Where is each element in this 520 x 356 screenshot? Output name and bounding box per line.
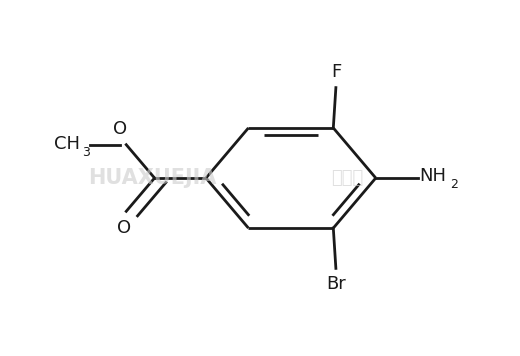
Text: O: O	[113, 120, 127, 138]
Text: 3: 3	[82, 146, 90, 159]
Text: HUAXUEJIA: HUAXUEJIA	[88, 168, 216, 188]
Text: Br: Br	[326, 275, 346, 293]
Text: 化学加: 化学加	[331, 169, 363, 187]
Text: 2: 2	[450, 178, 458, 191]
Text: O: O	[116, 219, 131, 237]
Text: NH: NH	[419, 167, 446, 185]
Text: F: F	[331, 63, 341, 81]
Text: CH: CH	[54, 135, 80, 153]
